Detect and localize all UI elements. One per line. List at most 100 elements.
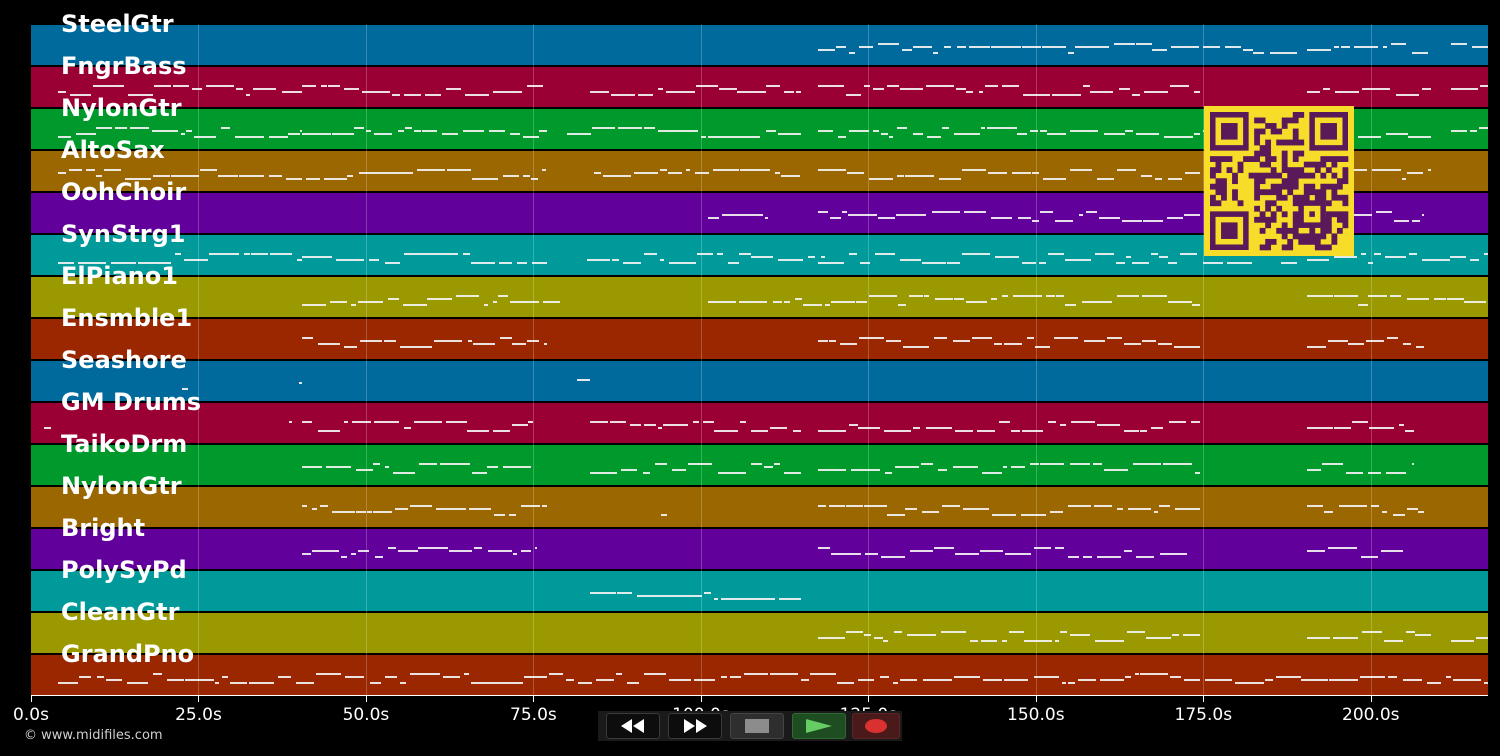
note-mark [1047,253,1065,255]
note-mark [1100,679,1124,681]
note-mark [630,424,642,426]
note-mark [397,130,405,132]
note-mark [1009,631,1024,633]
note-mark [543,343,547,345]
note-mark [1383,640,1404,642]
track-lane[interactable] [31,571,1488,611]
track-lane[interactable] [31,445,1488,485]
note-mark [884,430,911,432]
note-mark [1307,427,1316,429]
note-mark [696,85,718,87]
note-mark [1068,556,1080,558]
note-mark [126,682,148,684]
note-mark [1360,676,1385,678]
note-mark [1097,178,1115,180]
track-lane[interactable] [31,67,1488,107]
note-mark [498,262,513,264]
stop-icon [745,719,769,733]
note-mark [467,430,490,432]
note-mark [236,88,244,90]
stop-button[interactable] [730,713,784,739]
note-mark [1117,295,1140,297]
note-mark [1402,679,1422,681]
note-mark [1096,424,1121,426]
note-mark [987,172,1007,174]
note-mark [467,340,472,342]
track-lane[interactable] [31,529,1488,569]
note-mark [1126,256,1131,258]
note-mark [618,127,642,129]
fast-forward-button[interactable] [668,713,722,739]
note-mark [990,298,998,300]
play-button[interactable] [792,713,846,739]
note-mark [1134,673,1140,675]
note-mark [1361,88,1382,90]
track-lane[interactable] [31,655,1488,695]
note-mark [346,175,354,177]
track-lane[interactable] [31,403,1488,443]
note-mark [643,673,666,675]
note-mark [534,547,537,549]
note-mark [433,340,462,342]
rewind-button[interactable] [606,713,660,739]
note-mark [1382,88,1390,90]
track-lane[interactable] [31,277,1488,317]
note-mark [1034,346,1050,348]
track-lane[interactable] [31,361,1488,401]
note-mark [359,172,389,174]
note-mark [1346,214,1372,216]
note-mark [245,94,250,96]
note-mark [312,508,318,510]
note-mark [681,130,699,132]
note-mark [1203,46,1221,48]
note-mark [483,304,489,306]
note-mark [1385,133,1408,135]
fast-forward-icon [684,719,707,733]
note-mark [1065,259,1091,261]
note-mark [1055,295,1064,297]
note-mark [222,676,228,678]
note-mark [719,88,737,90]
note-mark [1307,91,1320,93]
note-mark [1328,679,1358,681]
note-mark [1333,427,1351,429]
note-mark [956,88,966,90]
track-lane[interactable] [31,319,1488,359]
note-mark [541,505,547,507]
note-mark [693,421,699,423]
note-mark [869,178,894,180]
note-mark [913,46,932,48]
note-mark [472,472,488,474]
note-mark [932,52,938,54]
note-mark [446,169,472,171]
note-mark [1127,508,1151,510]
record-button[interactable] [852,713,900,739]
note-mark [69,169,82,171]
note-mark [388,298,399,300]
note-mark [1012,172,1031,174]
note-mark [1205,679,1233,681]
note-mark [966,91,974,93]
note-mark [493,430,510,432]
note-mark [302,337,314,339]
note-mark [818,211,829,213]
note-mark [935,298,953,300]
qr-code[interactable] [1204,106,1354,256]
note-mark [392,94,400,96]
note-mark [1135,133,1160,135]
track-name: PolySyPd [61,556,187,584]
note-mark [1307,469,1322,471]
note-mark [1113,43,1135,45]
note-mark [473,343,495,345]
note-mark [487,466,499,468]
note-mark [298,382,303,384]
track-lane[interactable] [31,613,1488,653]
note-mark [644,424,657,426]
note-mark [403,253,430,255]
note-mark [1146,637,1172,639]
note-mark [859,262,871,264]
track-lane[interactable] [31,25,1488,65]
note-mark [1358,304,1369,306]
track-lane[interactable] [31,487,1488,527]
note-mark [837,682,855,684]
